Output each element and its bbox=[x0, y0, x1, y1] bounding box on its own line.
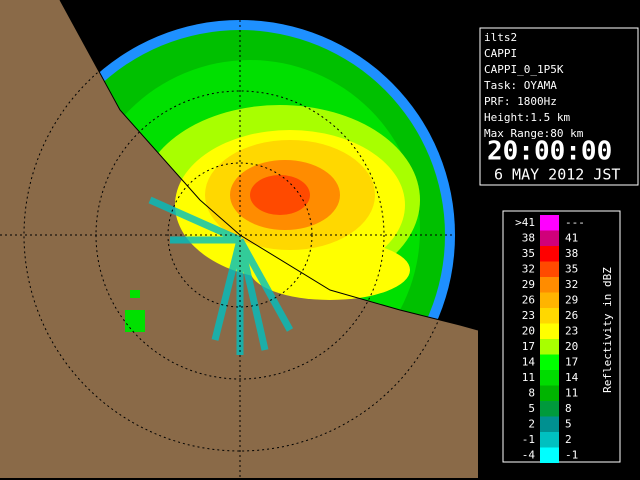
info-line: Height:1.5 km bbox=[484, 111, 570, 124]
info-line: Task: OYAMA bbox=[484, 79, 557, 92]
legend-low: >41 bbox=[515, 216, 535, 229]
info-line: CAPPI_0_1P5K bbox=[484, 63, 564, 76]
legend-swatch bbox=[540, 447, 559, 463]
legend-low: 2 bbox=[528, 417, 535, 430]
legend-title: Reflectivity in dBZ bbox=[601, 267, 614, 393]
legend-high: 41 bbox=[565, 231, 578, 244]
legend-high: --- bbox=[565, 216, 585, 229]
legend-low: 11 bbox=[522, 371, 535, 384]
range-rings bbox=[0, 0, 478, 478]
legend-high: 29 bbox=[565, 293, 578, 306]
legend-low: 38 bbox=[522, 231, 535, 244]
legend-low: 32 bbox=[522, 262, 535, 275]
info-line: Max Range:80 km bbox=[484, 127, 584, 140]
legend-low: 17 bbox=[522, 340, 535, 353]
legend-high: 5 bbox=[565, 417, 572, 430]
legend-swatch bbox=[540, 432, 559, 448]
legend-swatch bbox=[540, 292, 559, 308]
legend-low: 29 bbox=[522, 278, 535, 291]
legend-swatch bbox=[540, 416, 559, 432]
legend-high: 2 bbox=[565, 433, 572, 446]
legend-swatch bbox=[540, 261, 559, 277]
info-panel bbox=[479, 27, 639, 186]
legend-frame bbox=[502, 210, 621, 463]
legend-high: 14 bbox=[565, 371, 579, 384]
legend-swatch bbox=[540, 339, 559, 355]
info-line: PRF: 1800Hz bbox=[484, 95, 557, 108]
legend-swatch bbox=[540, 401, 559, 417]
legend-low: 20 bbox=[522, 324, 535, 337]
legend-low: 14 bbox=[522, 355, 536, 368]
legend-low: -4 bbox=[522, 448, 536, 461]
legend-swatch bbox=[540, 323, 559, 339]
legend-low: 23 bbox=[522, 309, 535, 322]
legend-swatch bbox=[540, 370, 559, 386]
legend-high: 8 bbox=[565, 402, 572, 415]
legend-high: 11 bbox=[565, 386, 578, 399]
legend-swatch bbox=[540, 215, 559, 231]
legend-low: 26 bbox=[522, 293, 535, 306]
legend-swatch bbox=[540, 230, 559, 246]
legend-low: 8 bbox=[528, 386, 535, 399]
legend-high: 32 bbox=[565, 278, 578, 291]
legend-high: 38 bbox=[565, 247, 578, 260]
legend-swatch bbox=[540, 385, 559, 401]
legend-swatch bbox=[540, 308, 559, 324]
map bbox=[0, 0, 478, 478]
legend-high: 17 bbox=[565, 355, 578, 368]
legend-low: 35 bbox=[522, 247, 535, 260]
legend-high: 26 bbox=[565, 309, 578, 322]
info-line: CAPPI bbox=[484, 47, 517, 60]
legend-low: 5 bbox=[528, 402, 535, 415]
time: 20:00:00 bbox=[487, 137, 612, 167]
info-line: ilts2 bbox=[484, 31, 517, 44]
legend-swatch bbox=[540, 246, 559, 262]
legend-high: 23 bbox=[565, 324, 578, 337]
legend-swatch bbox=[540, 354, 559, 370]
date: 6 MAY 2012 JST bbox=[494, 166, 620, 184]
legend-swatch bbox=[540, 277, 559, 293]
legend-high: 20 bbox=[565, 340, 578, 353]
legend-high: -1 bbox=[565, 448, 578, 461]
legend-low: -1 bbox=[522, 433, 535, 446]
legend-high: 35 bbox=[565, 262, 578, 275]
